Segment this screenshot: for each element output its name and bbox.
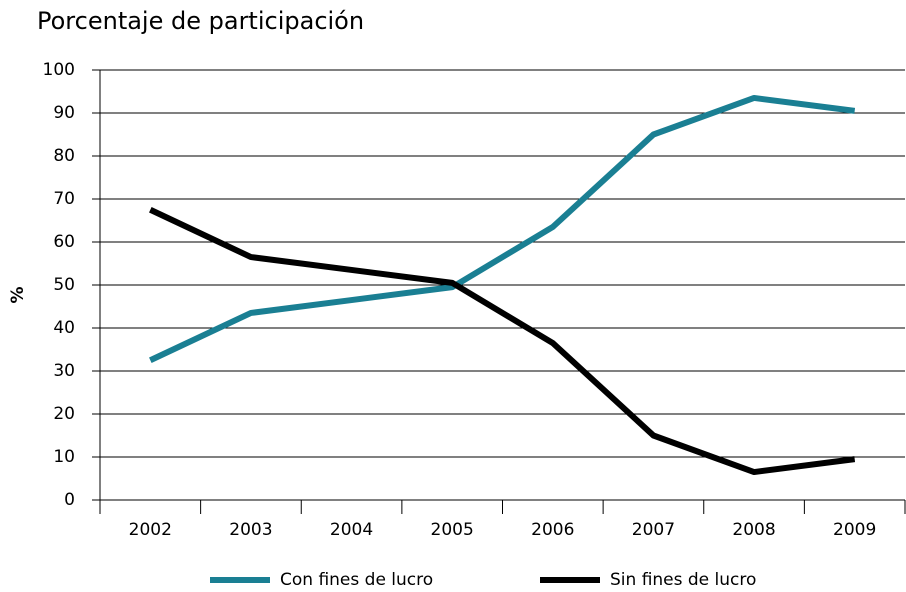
y-tick-label: 0 bbox=[64, 490, 75, 510]
y-tick-label: 90 bbox=[53, 103, 75, 123]
x-tick-label: 2009 bbox=[833, 520, 876, 540]
y-tick-label: 50 bbox=[53, 275, 75, 295]
x-tick-label: 2006 bbox=[531, 520, 574, 540]
y-tick-label: 60 bbox=[53, 232, 75, 252]
x-tick-label: 2007 bbox=[632, 520, 675, 540]
y-tick-label: 100 bbox=[43, 60, 75, 80]
y-tick-label: 30 bbox=[53, 361, 75, 381]
legend-label: Sin fines de lucro bbox=[610, 570, 756, 590]
y-tick-label: 20 bbox=[53, 404, 75, 424]
y-tick-label: 70 bbox=[53, 189, 75, 209]
series-line bbox=[149, 94, 856, 363]
x-tick-label: 2008 bbox=[732, 520, 775, 540]
series-line bbox=[149, 207, 856, 476]
y-tick-label: 10 bbox=[53, 447, 75, 467]
y-axis-label: % bbox=[8, 286, 28, 303]
x-tick-label: 2002 bbox=[129, 520, 172, 540]
x-tick-label: 2005 bbox=[431, 520, 474, 540]
x-tick-label: 2003 bbox=[229, 520, 272, 540]
y-tick-label: 80 bbox=[53, 146, 75, 166]
y-tick-label: 40 bbox=[53, 318, 75, 338]
chart-title: Porcentaje de participación bbox=[37, 7, 364, 35]
legend-label: Con fines de lucro bbox=[280, 570, 433, 590]
x-tick-label: 2004 bbox=[330, 520, 373, 540]
